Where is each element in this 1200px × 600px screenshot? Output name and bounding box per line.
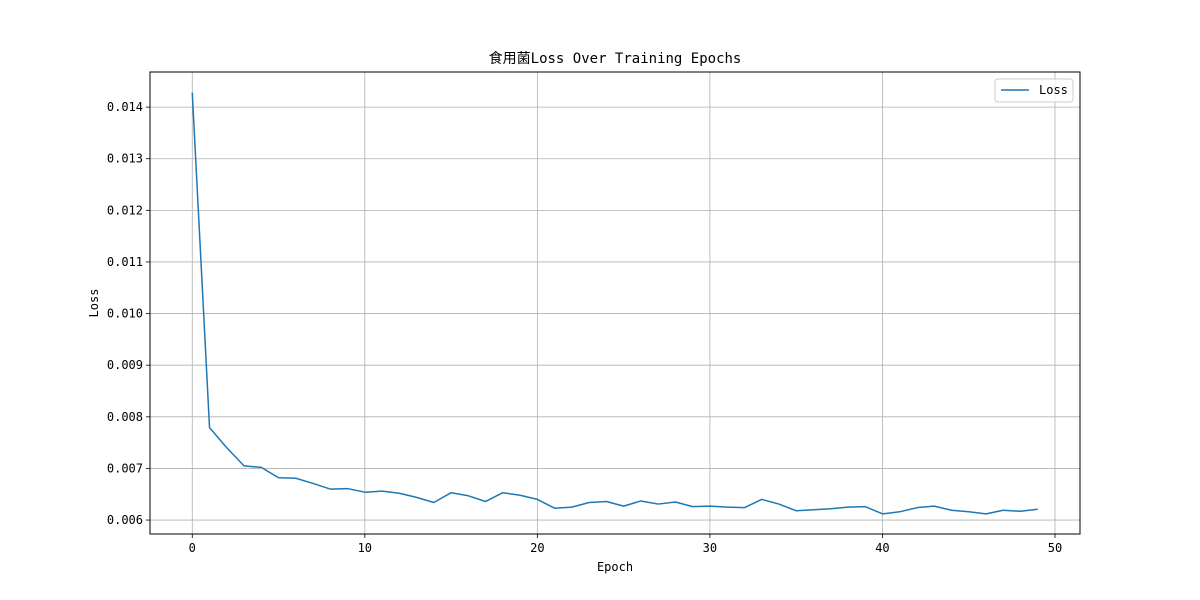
y-tick-label: 0.014 [107, 100, 143, 114]
chart-title: 食用菌Loss Over Training Epochs [489, 50, 742, 67]
loss-series-line [191, 92, 1038, 515]
legend: Loss [994, 78, 1074, 103]
x-tick-label: 20 [530, 541, 544, 555]
y-tick-label: 0.012 [107, 203, 143, 217]
legend-label: Loss [1039, 83, 1068, 97]
x-tick-label: 10 [358, 541, 372, 555]
grid-lines [150, 72, 1080, 534]
x-axis-label: Epoch [597, 560, 633, 574]
y-tick-label: 0.007 [107, 461, 143, 475]
x-axis-ticks: 0 10 20 30 40 50 [189, 534, 1062, 555]
y-tick-label: 0.009 [107, 358, 143, 372]
x-tick-label: 0 [189, 541, 196, 555]
y-axis-ticks: 0.006 0.007 0.008 0.009 0.010 0.011 0.012 0.013… [107, 100, 150, 527]
x-tick-label: 30 [703, 541, 717, 555]
y-tick-label: 0.008 [107, 410, 143, 424]
plot-frame [149, 71, 1081, 535]
y-tick-label: 0.013 [107, 152, 143, 166]
x-tick-label: 40 [875, 541, 889, 555]
legend-box [994, 78, 1074, 103]
y-tick-label: 0.010 [107, 307, 143, 321]
y-tick-label: 0.006 [107, 513, 143, 527]
plot-area [191, 92, 1038, 515]
y-tick-label: 0.011 [107, 255, 143, 269]
y-axis-label: Loss [87, 289, 101, 318]
x-tick-label: 50 [1048, 541, 1062, 555]
